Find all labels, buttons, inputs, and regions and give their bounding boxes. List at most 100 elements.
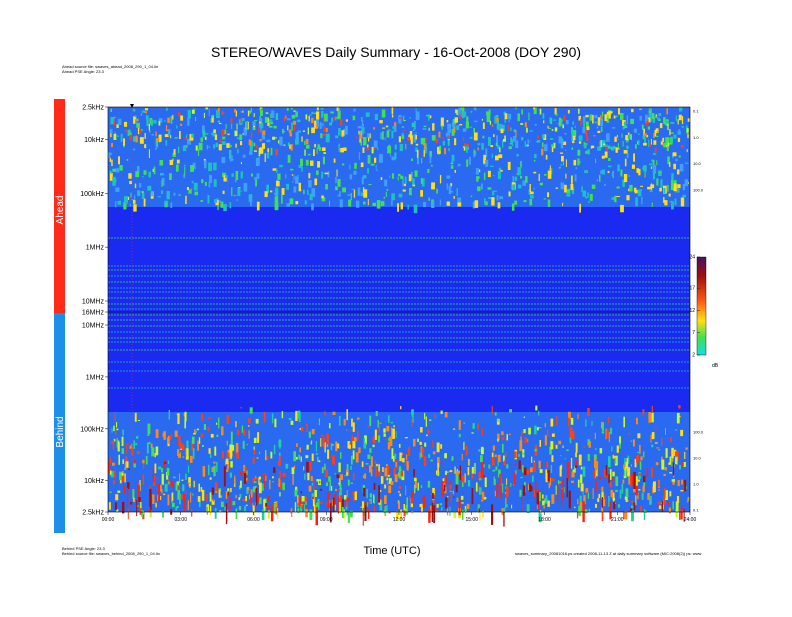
noise-cell [365, 112, 370, 117]
noise-cell [360, 192, 365, 197]
noise-cell [524, 140, 526, 147]
noise-cell [533, 159, 536, 162]
noise-cell [626, 115, 629, 125]
noise-cell [496, 418, 500, 425]
noise-cell [564, 458, 566, 460]
noise-cell [637, 140, 640, 145]
noise-cell [335, 186, 338, 191]
noise-cell [410, 135, 413, 145]
noise-cell [261, 132, 265, 140]
behind-y-tick-label: 10kHz [84, 478, 104, 485]
noise-cell [468, 126, 473, 128]
noise-cell [255, 418, 259, 424]
noise-cell [527, 145, 529, 147]
noise-cell [602, 422, 604, 432]
noise-cell [133, 199, 136, 204]
noise-cell [314, 499, 316, 505]
noise-cell [332, 411, 336, 415]
noise-cell [491, 124, 494, 127]
noise-cell [441, 125, 443, 130]
noise-cell [534, 425, 537, 435]
noise-cell [522, 465, 524, 473]
noise-cell [624, 511, 628, 520]
noise-cell [349, 164, 351, 170]
noise-cell [291, 122, 293, 131]
noise-cell [266, 152, 270, 159]
noise-cell [328, 476, 331, 482]
noise-cell [533, 107, 537, 115]
noise-cell [444, 453, 447, 459]
noise-cell [427, 429, 430, 435]
noise-cell [411, 412, 414, 417]
noise-cell [191, 180, 194, 184]
noise-cell [314, 490, 317, 497]
noise-cell [270, 451, 273, 459]
noise-cell [287, 154, 291, 163]
noise-cell [670, 136, 673, 144]
noise-cell [409, 117, 411, 119]
noise-cell [184, 420, 186, 429]
noise-cell [181, 444, 185, 451]
noise-cell [406, 497, 408, 508]
noise-cell [462, 491, 465, 494]
noise-cell [122, 459, 124, 464]
noise-cell [637, 492, 639, 499]
noise-cell [686, 126, 688, 134]
noise-cell [447, 129, 450, 138]
noise-cell [125, 129, 127, 133]
noise-cell [461, 510, 464, 520]
noise-cell [218, 489, 221, 498]
noise-cell [260, 126, 262, 133]
noise-cell [651, 405, 653, 413]
noise-cell [451, 191, 453, 193]
noise-cell [137, 127, 140, 135]
noise-cell [624, 458, 626, 467]
noise-cell [335, 116, 337, 121]
noise-cell [140, 129, 143, 131]
noise-cell [414, 484, 416, 494]
noise-cell [163, 431, 166, 440]
noise-cell [190, 188, 193, 190]
noise-cell [622, 140, 624, 147]
noise-cell [374, 429, 377, 440]
noise-cell [431, 164, 433, 167]
noise-cell [386, 465, 389, 477]
noise-cell [649, 143, 651, 147]
noise-cell [671, 447, 674, 459]
noise-cell [426, 114, 429, 117]
noise-cell [525, 144, 528, 147]
noise-cell [680, 197, 685, 207]
noise-cell [595, 448, 597, 450]
noise-cell [521, 109, 523, 115]
noise-cell [295, 456, 298, 460]
noise-cell [587, 192, 589, 198]
noise-cell [686, 149, 688, 153]
noise-cell [340, 118, 343, 126]
noise-cell [235, 421, 237, 428]
noise-cell [517, 113, 520, 122]
noise-cell [665, 490, 668, 500]
noise-cell [309, 193, 313, 201]
noise-cell [305, 508, 308, 518]
spectrogram-horizontal-lines [108, 237, 690, 389]
noise-cell [539, 108, 542, 115]
noise-cell [261, 123, 264, 129]
noise-cell [339, 199, 343, 208]
noise-cell [624, 496, 627, 500]
noise-cell [582, 116, 586, 124]
noise-cell [493, 479, 496, 486]
noise-cell [669, 491, 672, 497]
noise-cell [286, 183, 289, 190]
noise-cell [388, 485, 392, 494]
noise-cell [608, 474, 610, 483]
noise-cell [611, 476, 613, 481]
noise-cell [611, 197, 615, 201]
noise-cell [671, 173, 674, 180]
noise-cell [203, 424, 206, 430]
noise-cell [593, 135, 596, 137]
noise-cell [301, 496, 305, 502]
noise-cell [243, 464, 246, 472]
noise-cell [497, 202, 501, 209]
noise-cell [128, 173, 132, 179]
noise-cell [449, 470, 453, 473]
